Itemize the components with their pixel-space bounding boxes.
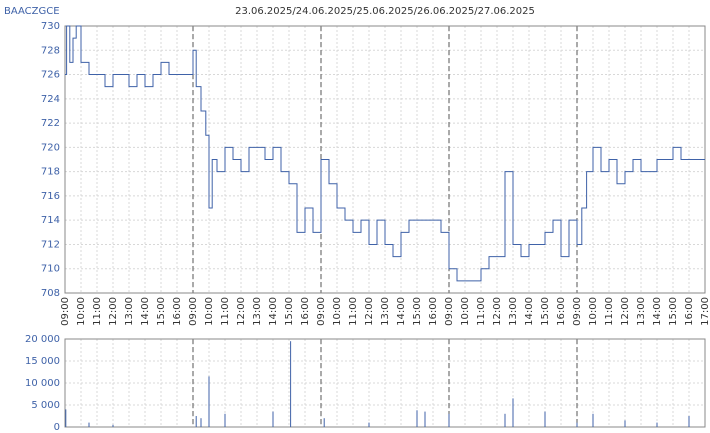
x-tick-label: 11:00 [220, 297, 231, 326]
volume-bar [323, 418, 325, 427]
x-tick-label: 15:00 [668, 297, 679, 326]
volume-bar [200, 418, 202, 427]
x-tick-label: 15:00 [412, 297, 423, 326]
y-tick-label: 15 000 [25, 356, 60, 367]
y-tick-label: 20 000 [25, 334, 60, 345]
x-tick-label: 16:00 [556, 297, 567, 326]
plot-frame [64, 338, 706, 428]
x-tick-label: 10:00 [76, 297, 87, 326]
volume-bar [368, 422, 370, 427]
y-tick-label: 708 [41, 288, 60, 299]
x-tick-label: 11:00 [348, 297, 359, 326]
y-tick-label: 724 [41, 94, 60, 105]
y-tick-label: 10 000 [25, 378, 60, 389]
x-tick-label: 12:00 [108, 297, 119, 326]
volume-bar [290, 341, 292, 427]
volume-bar [88, 422, 90, 427]
volume-bar [424, 411, 426, 427]
volume-bar [416, 410, 418, 427]
volume-bar [504, 413, 506, 427]
y-tick-label: 720 [41, 142, 60, 153]
x-tick-label: 12:00 [620, 297, 631, 326]
volume-bar [592, 413, 594, 427]
y-tick-label: 728 [41, 45, 60, 56]
volume-bar [448, 413, 450, 427]
volume-bar [272, 411, 274, 427]
price-line [65, 25, 705, 282]
x-tick-label: 16:00 [172, 297, 183, 326]
x-tick-label: 10:00 [332, 297, 343, 326]
x-tick-label: 12:00 [236, 297, 247, 326]
volume-bar [512, 398, 514, 427]
x-tick-label: 14:00 [140, 297, 151, 326]
y-tick-label: 710 [41, 264, 60, 275]
x-tick-label: 09:00 [316, 297, 327, 326]
x-tick-label: 11:00 [92, 297, 103, 326]
x-tick-label: 16:00 [684, 297, 695, 326]
x-tick-label: 12:00 [492, 297, 503, 326]
x-tick-label: 14:00 [396, 297, 407, 326]
y-tick-label: 730 [41, 21, 60, 32]
volume-bar [576, 422, 578, 427]
x-tick-label: 14:00 [524, 297, 535, 326]
volume-bar [112, 424, 114, 427]
x-tick-label: 12:00 [364, 297, 375, 326]
x-tick-label: 14:00 [268, 297, 279, 326]
volume-bar [688, 416, 690, 427]
volume-bar [544, 411, 546, 427]
y-tick-label: 5 000 [31, 400, 60, 411]
volume-bar [65, 409, 67, 427]
x-tick-label: 16:00 [300, 297, 311, 326]
symbol: BAACZGCE [4, 6, 60, 17]
x-tick-label: 14:00 [652, 297, 663, 326]
x-tick-label: 15:00 [284, 297, 295, 326]
x-tick-label: 13:00 [380, 297, 391, 326]
y-tick-label: 718 [41, 167, 60, 178]
volume-bar [624, 420, 626, 427]
chart-title: 23.06.2025/24.06.2025/25.06.2025/26.06.2… [235, 6, 535, 17]
volume-bar [208, 376, 210, 427]
x-tick-label: 10:00 [460, 297, 471, 326]
x-tick-label: 09:00 [60, 297, 71, 326]
x-tick-label: 13:00 [252, 297, 263, 326]
x-tick-label: 13:00 [508, 297, 519, 326]
y-tick-label: 0 [54, 422, 60, 433]
x-tick-label: 13:00 [124, 297, 135, 326]
y-tick-label: 726 [41, 70, 60, 81]
x-tick-label: 15:00 [156, 297, 167, 326]
volume-bar [224, 413, 226, 427]
x-tick-label: 10:00 [204, 297, 215, 326]
y-tick-label: 712 [41, 239, 60, 250]
x-tick-label: 09:00 [444, 297, 455, 326]
x-tick-label: 10:00 [588, 297, 599, 326]
x-tick-label: 11:00 [604, 297, 615, 326]
y-tick-label: 714 [41, 215, 60, 226]
x-tick-label: 17:00 [700, 297, 710, 326]
x-tick-label: 09:00 [188, 297, 199, 326]
volume-bar [195, 416, 197, 427]
y-tick-label: 722 [41, 118, 60, 129]
x-tick-label: 13:00 [636, 297, 647, 326]
x-tick-label: 15:00 [540, 297, 551, 326]
x-tick-label: 09:00 [572, 297, 583, 326]
x-tick-label: 16:00 [428, 297, 439, 326]
y-tick-label: 716 [41, 191, 60, 202]
x-tick-label: 11:00 [476, 297, 487, 326]
volume-bar [656, 422, 658, 427]
